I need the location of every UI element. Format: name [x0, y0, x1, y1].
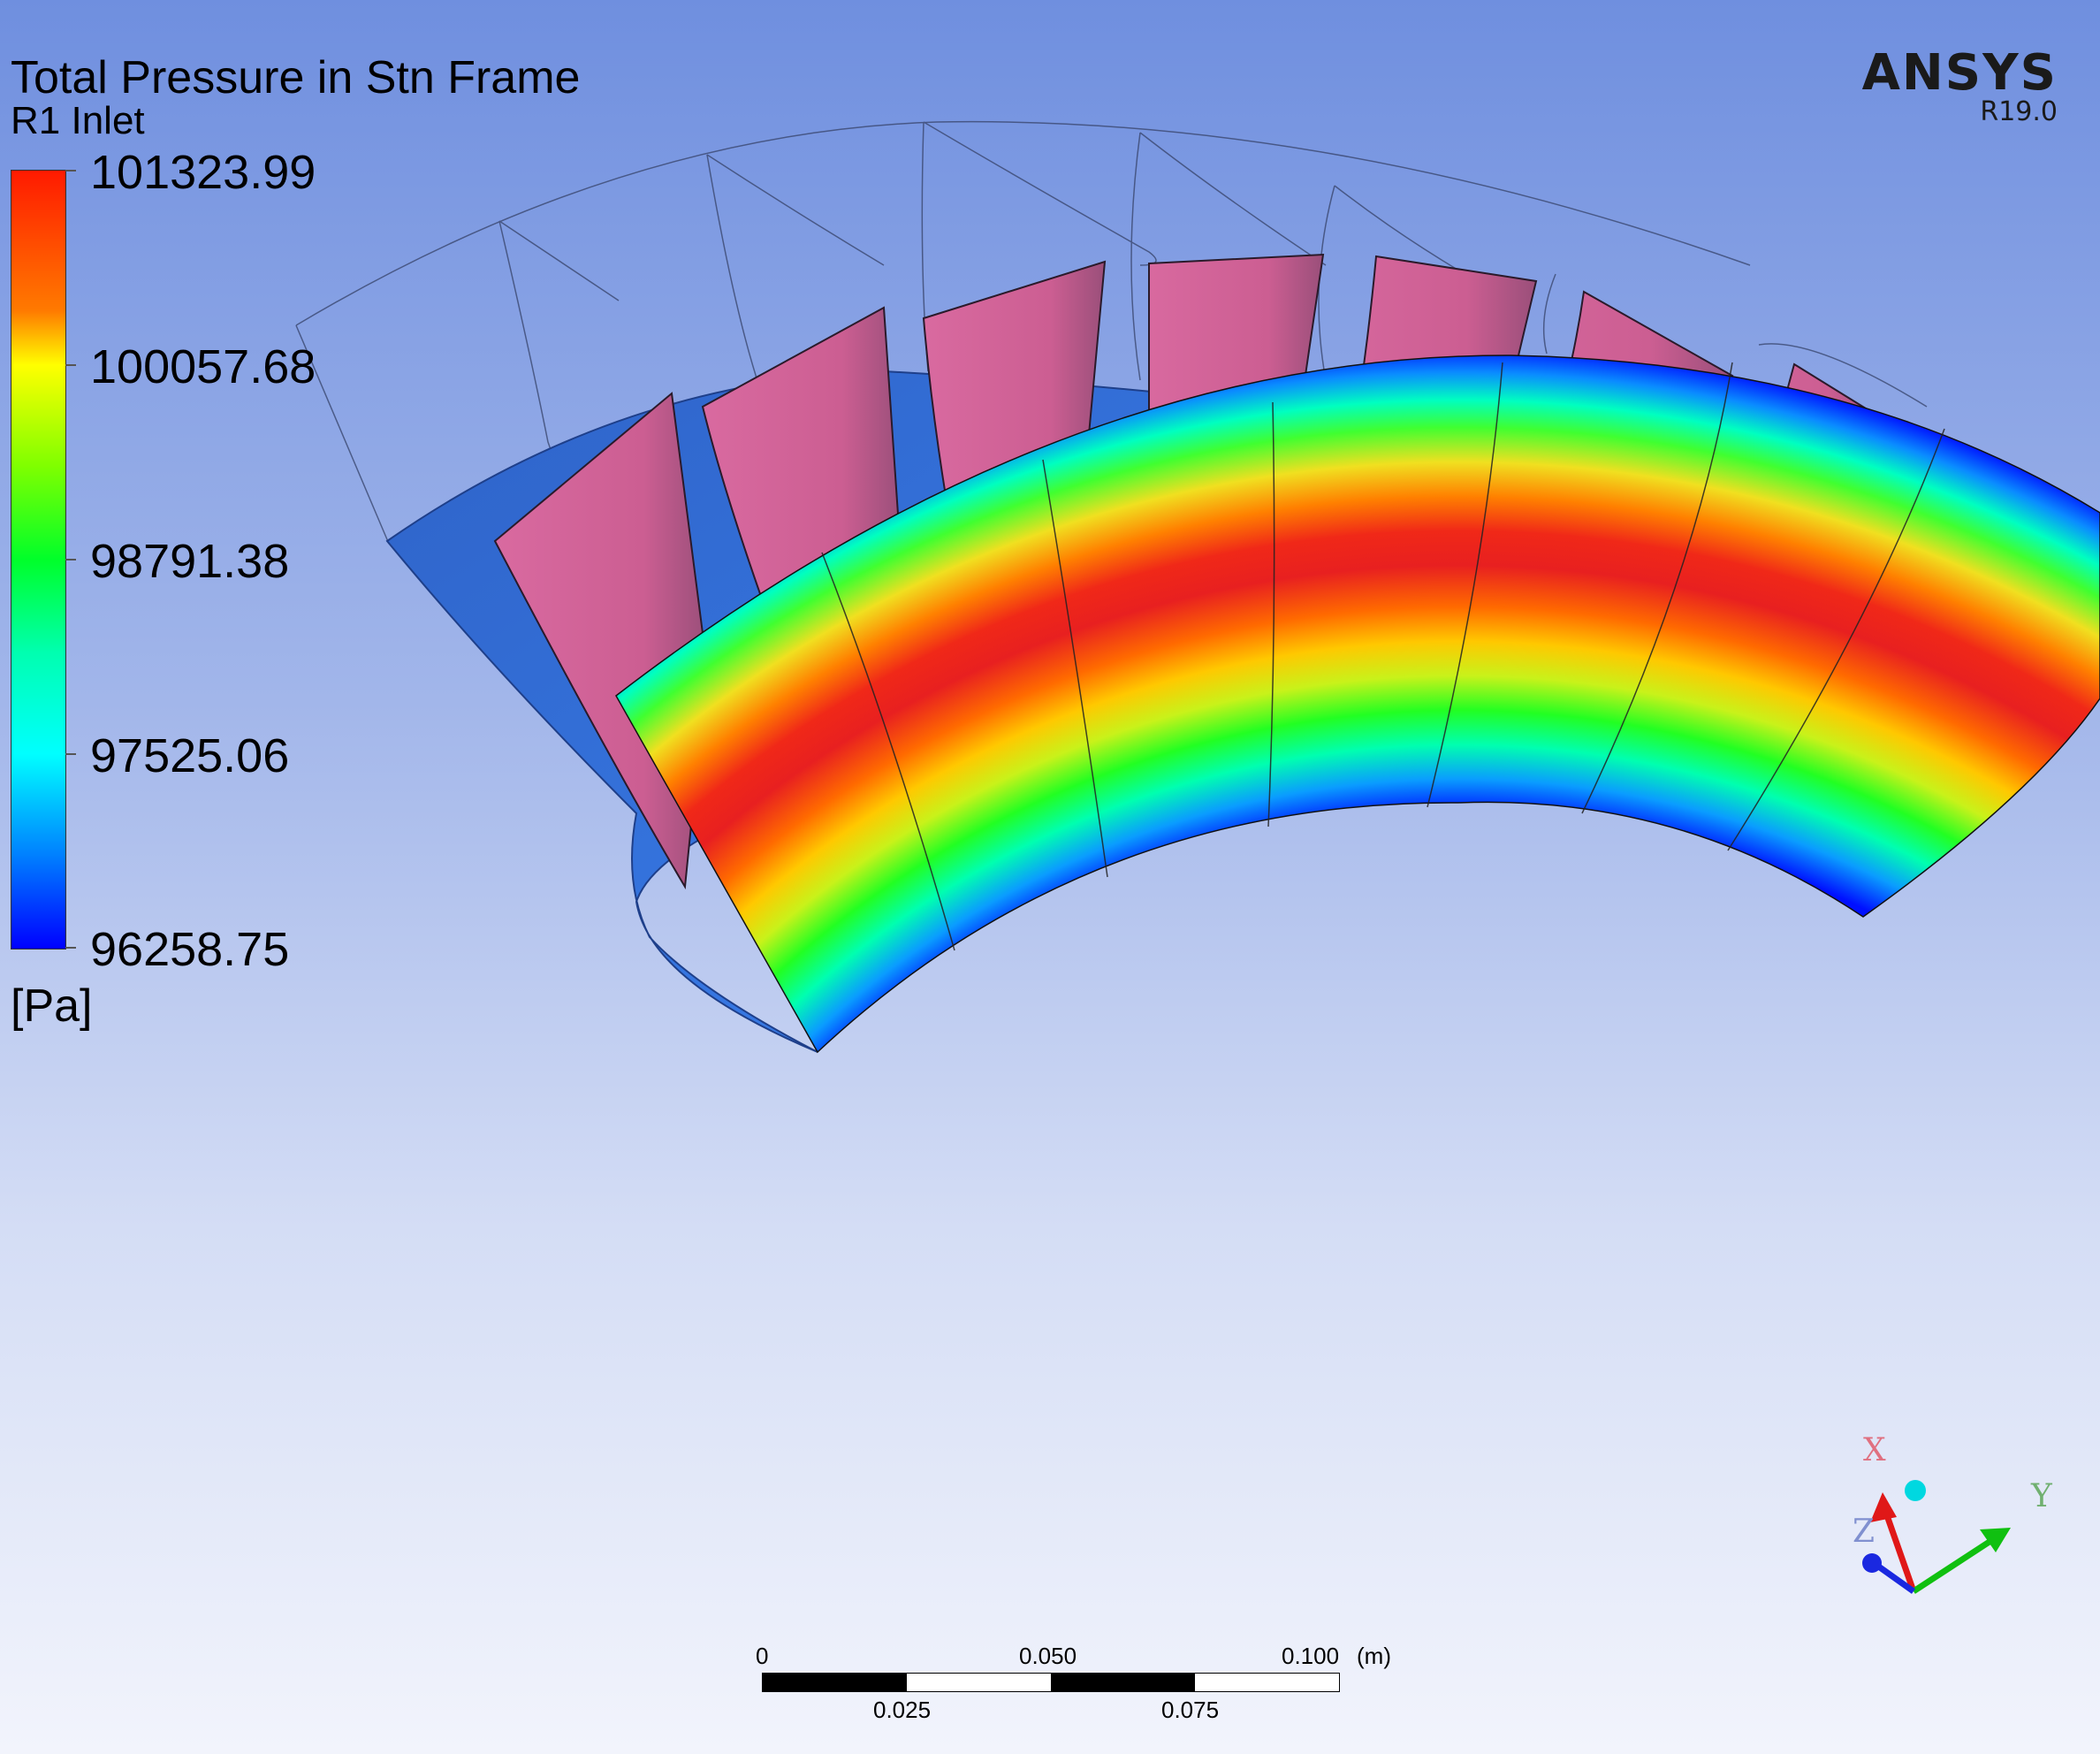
pressure-contour-surface	[615, 355, 2100, 1054]
legend-label: 98791.38	[90, 535, 290, 588]
sector-lines	[821, 362, 1945, 951]
scale-label: 0.050	[1019, 1643, 1077, 1669]
scale-label: 0	[756, 1643, 769, 1669]
scale-label: 0.025	[873, 1697, 932, 1723]
scale-label: 0.075	[1161, 1697, 1220, 1723]
legend-label: 100057.68	[90, 340, 316, 393]
ansys-logo: ANSYS R19.0	[1862, 44, 2058, 127]
scale-segment	[1051, 1674, 1195, 1691]
axis-triad[interactable]	[1862, 1480, 2011, 1594]
scale-segment	[763, 1674, 907, 1691]
scale-unit: (m)	[1357, 1643, 1391, 1669]
legend-title: Total Pressure in Stn Frame	[11, 52, 581, 103]
legend-location: R1 Inlet	[11, 99, 145, 142]
logo-brand: ANSYS	[1861, 44, 2058, 102]
legend-tick	[65, 753, 76, 755]
legend-tick	[65, 170, 76, 172]
legend-max-label: 101323.99	[90, 146, 316, 199]
triad-z-label: Z	[1853, 1514, 1876, 1550]
color-legend-bar	[11, 170, 66, 949]
legend-tick	[65, 947, 76, 949]
scale-label: 0.100	[1282, 1643, 1340, 1669]
legend-tick	[65, 559, 76, 561]
scale-bar	[762, 1673, 1340, 1692]
legend-min-label: 96258.75	[90, 923, 290, 976]
legend-label: 97525.06	[90, 729, 290, 782]
legend-unit: [Pa]	[11, 980, 93, 1032]
legend-tick	[65, 364, 76, 366]
logo-version: R19.0	[1980, 96, 2058, 127]
triad-x-label: X	[1863, 1432, 1886, 1468]
triad-y-label: Y	[2031, 1478, 2052, 1514]
